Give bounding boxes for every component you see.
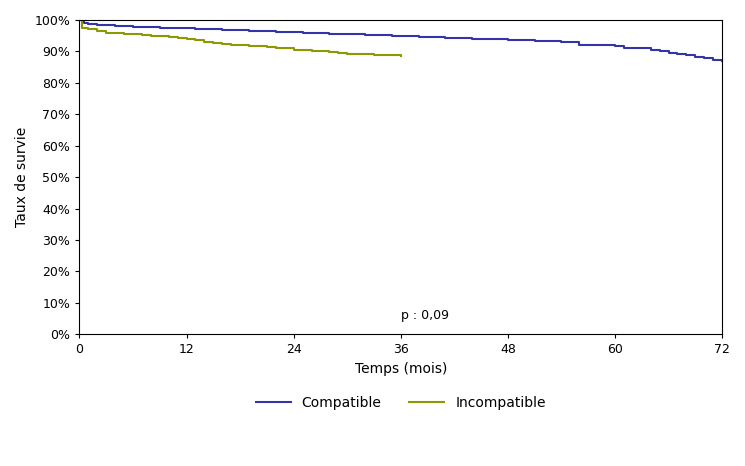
Y-axis label: Taux de survie: Taux de survie bbox=[15, 127, 29, 227]
Line: Compatible: Compatible bbox=[80, 20, 722, 62]
Incompatible bbox=[253, 44, 262, 49]
Incompatible bbox=[77, 25, 86, 31]
Compatible bbox=[75, 17, 84, 23]
Incompatible bbox=[271, 45, 280, 50]
Text: p : 0,09: p : 0,09 bbox=[401, 308, 448, 322]
Incompatible bbox=[191, 38, 200, 43]
Incompatible bbox=[262, 45, 271, 50]
Incompatible bbox=[218, 41, 226, 46]
Incompatible bbox=[75, 17, 84, 23]
Incompatible bbox=[146, 33, 155, 39]
Incompatible bbox=[102, 30, 111, 35]
Compatible bbox=[280, 29, 289, 35]
Incompatible bbox=[84, 27, 93, 32]
Incompatible bbox=[316, 48, 325, 54]
Incompatible bbox=[387, 52, 396, 58]
Incompatible bbox=[334, 50, 343, 55]
Compatible bbox=[423, 34, 432, 40]
Legend: Compatible, Incompatible: Compatible, Incompatible bbox=[250, 390, 551, 415]
Incompatible bbox=[129, 32, 138, 37]
Incompatible bbox=[396, 53, 405, 58]
Incompatible bbox=[289, 47, 298, 52]
X-axis label: Temps (mois): Temps (mois) bbox=[355, 362, 447, 376]
Incompatible bbox=[182, 36, 191, 41]
Incompatible bbox=[361, 51, 370, 57]
Compatible bbox=[209, 27, 218, 32]
Incompatible bbox=[200, 39, 209, 45]
Incompatible bbox=[307, 48, 316, 54]
Compatible bbox=[200, 26, 209, 32]
Compatible bbox=[655, 48, 664, 54]
Incompatible bbox=[155, 34, 164, 39]
Incompatible bbox=[378, 52, 387, 58]
Compatible bbox=[432, 34, 441, 40]
Incompatible bbox=[244, 43, 253, 48]
Incompatible bbox=[370, 52, 378, 57]
Incompatible bbox=[352, 51, 361, 57]
Compatible bbox=[717, 59, 726, 64]
Incompatible bbox=[209, 40, 218, 45]
Incompatible bbox=[138, 32, 147, 38]
Incompatible bbox=[325, 49, 334, 55]
Incompatible bbox=[111, 30, 120, 36]
Incompatible bbox=[226, 42, 235, 48]
Incompatible bbox=[343, 51, 352, 56]
Incompatible bbox=[120, 31, 129, 37]
Incompatible bbox=[93, 28, 102, 34]
Incompatible bbox=[280, 46, 289, 51]
Incompatible bbox=[235, 42, 244, 48]
Incompatible bbox=[173, 35, 182, 41]
Incompatible bbox=[164, 34, 173, 40]
Incompatible bbox=[298, 48, 307, 53]
Line: Incompatible: Incompatible bbox=[80, 20, 401, 55]
